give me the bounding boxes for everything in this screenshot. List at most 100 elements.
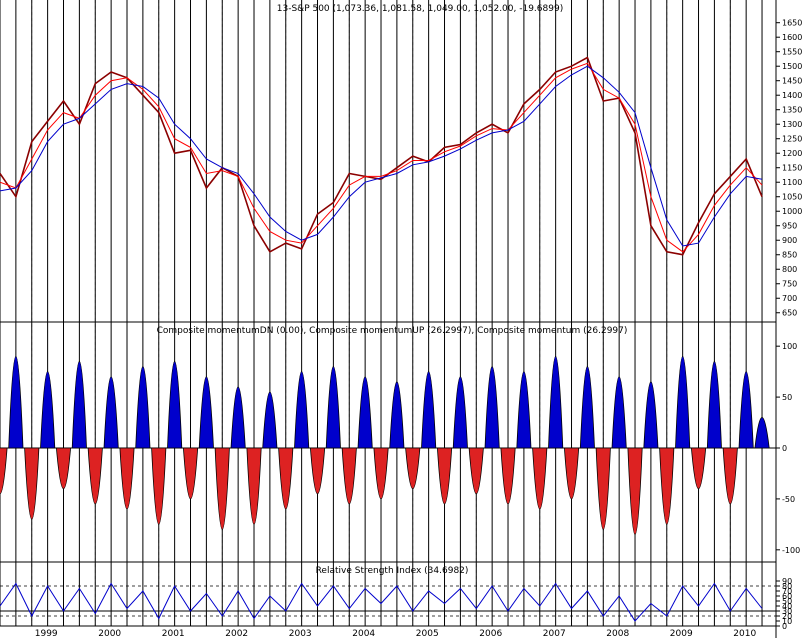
- momentum-down-lobe: [246, 447, 262, 525]
- y-tick-label: 80: [782, 582, 792, 591]
- momentum-up-lobe: [579, 366, 595, 449]
- rsi-title: Relative Strength Index (34.6982): [316, 566, 469, 576]
- momentum-down-lobe: [722, 447, 738, 505]
- momentum-down-lobe: [0, 447, 8, 495]
- momentum-up-lobe: [516, 371, 532, 449]
- momentum-up-lobe: [167, 361, 183, 449]
- momentum-up-lobe: [675, 355, 691, 449]
- x-tick-label: 2004: [352, 629, 375, 638]
- momentum-down-lobe: [309, 447, 326, 495]
- y-tick-label: 30: [782, 607, 792, 616]
- y-tick-label: 1150: [782, 164, 802, 173]
- momentum-up-lobe: [103, 376, 119, 449]
- y-tick-label: 10: [782, 617, 792, 626]
- momentum-down-lobe: [373, 447, 389, 500]
- y-tick-label: 1250: [782, 135, 802, 144]
- y-tick-label: 1300: [782, 120, 802, 129]
- price-panel: [0, 56, 763, 256]
- momentum-up-lobe: [198, 376, 214, 449]
- y-tick-label: 900: [782, 236, 797, 245]
- momentum-up-lobe: [262, 391, 278, 449]
- y-tick-label: -50: [782, 495, 795, 504]
- y-tick-label: 50: [782, 393, 792, 402]
- momentum-down-lobe: [563, 447, 580, 500]
- y-tick-label: 1100: [782, 178, 802, 187]
- y-tick-label: -100: [782, 546, 800, 555]
- momentum-down-lobe: [119, 447, 135, 510]
- price-title: 13-S&P 500 (1,073.36, 1,081.58, 1,049.00…: [277, 4, 563, 14]
- momentum-down-lobe: [87, 447, 103, 505]
- momentum-up-lobe: [357, 376, 373, 449]
- momentum-up-lobe: [294, 371, 310, 449]
- y-tick-label: 1050: [782, 193, 802, 202]
- x-tick-label: 2001: [162, 629, 185, 638]
- y-tick-label: 1400: [782, 91, 802, 100]
- y-tick-label: 70: [782, 587, 792, 596]
- y-tick-label: 1650: [782, 19, 802, 28]
- y-tick-label: 750: [782, 280, 797, 289]
- price-series-line: [0, 62, 763, 253]
- rsi-panel: [0, 582, 776, 622]
- momentum-up-lobe: [548, 355, 564, 449]
- y-tick-label: 0: [782, 622, 787, 631]
- y-tick-label: 1000: [782, 207, 802, 216]
- y-tick-label: 60: [782, 592, 792, 601]
- y-tick-label: 0: [782, 444, 787, 453]
- momentum-up-lobe: [452, 376, 468, 449]
- y-tick-label: 700: [782, 294, 797, 303]
- y-tick-label: 1200: [782, 149, 802, 158]
- momentum-up-lobe: [389, 381, 405, 449]
- momentum-up-lobe: [325, 366, 341, 449]
- momentum-down-lobe: [182, 447, 199, 500]
- momentum-up-lobe: [421, 371, 437, 449]
- momentum-up-lobe: [40, 371, 56, 449]
- momentum-down-lobe: [500, 447, 516, 505]
- y-tick-label: 1500: [782, 62, 802, 71]
- x-tick-label: 2002: [225, 629, 248, 638]
- momentum-up-lobe: [643, 381, 659, 449]
- y-tick-label: 1450: [782, 77, 802, 86]
- momentum-down-lobe: [214, 447, 230, 530]
- momentum-down-lobe: [627, 447, 643, 535]
- y-tick-label: 100: [782, 342, 797, 351]
- x-tick-label: 2008: [606, 629, 629, 638]
- momentum-down-lobe: [436, 447, 453, 505]
- momentum-up-lobe: [611, 376, 627, 449]
- x-tick-label: 2010: [733, 629, 756, 638]
- momentum-down-lobe: [405, 447, 421, 489]
- y-tick-label: 1350: [782, 106, 802, 115]
- momentum-up-lobe: [706, 361, 722, 449]
- momentum-up-lobe: [135, 366, 151, 449]
- rsi-line: [0, 582, 763, 622]
- momentum-down-lobe: [532, 447, 548, 510]
- y-tick-label: 1550: [782, 48, 802, 57]
- y-tick-label: 50: [782, 597, 792, 606]
- x-tick-label: 2007: [543, 629, 566, 638]
- momentum-up-lobe: [484, 366, 500, 449]
- x-tick-label: 2005: [416, 629, 439, 638]
- momentum-down-lobe: [278, 447, 294, 510]
- momentum-down-lobe: [468, 447, 484, 495]
- momentum-down-lobe: [341, 447, 357, 505]
- momentum-up-lobe: [738, 371, 754, 449]
- y-tick-label: 20: [782, 612, 792, 621]
- x-tick-label: 2000: [98, 629, 121, 638]
- momentum-panel: [0, 355, 776, 535]
- momentum-down-lobe: [595, 447, 611, 530]
- x-tick-label: 1999: [35, 629, 58, 638]
- y-tick-label: 40: [782, 602, 792, 611]
- momentum-up-lobe: [8, 355, 24, 449]
- momentum-down-lobe: [55, 447, 72, 489]
- y-tick-label: 650: [782, 309, 797, 318]
- momentum-down-lobe: [151, 447, 167, 525]
- momentum-up-lobe: [71, 361, 87, 449]
- x-tick-label: 2009: [670, 629, 693, 638]
- momentum-down-lobe: [24, 447, 40, 520]
- momentum-up-lobe: [754, 417, 770, 449]
- y-tick-label: 850: [782, 251, 797, 260]
- x-tick-label: 2003: [289, 629, 312, 638]
- signal-lines: [0, 0, 763, 626]
- momentum-down-lobe: [690, 447, 707, 489]
